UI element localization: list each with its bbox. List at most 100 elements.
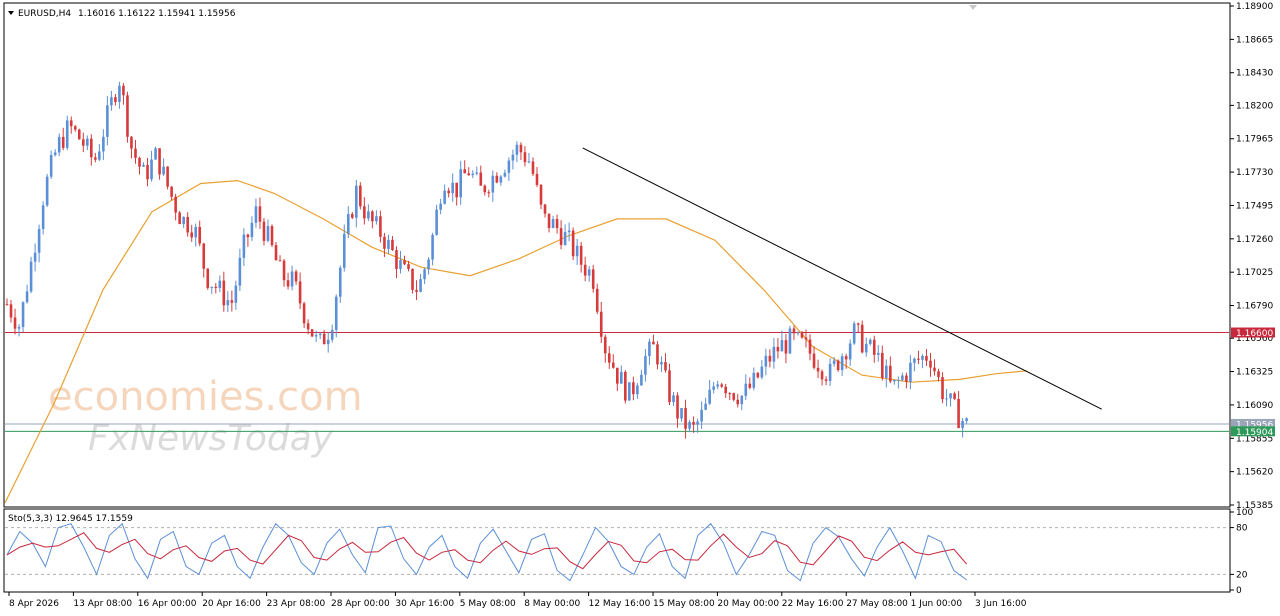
- candle-body: [150, 159, 153, 180]
- watermark-brand: economies.com: [48, 374, 363, 420]
- shift-marker-icon: [969, 5, 977, 10]
- candle-body: [941, 377, 944, 400]
- time-tick-label: 23 Apr 08:00: [267, 599, 326, 609]
- candle-body: [202, 243, 206, 269]
- candle-body: [828, 363, 832, 381]
- candle-body: [230, 300, 234, 303]
- candle-body: [563, 232, 567, 245]
- candle-body: [274, 245, 278, 261]
- candle-body: [595, 288, 599, 312]
- candle-body: [214, 286, 218, 288]
- price-tick-label: 1.16560: [1236, 334, 1273, 344]
- candle-body: [660, 362, 663, 365]
- candle-body: [792, 328, 796, 334]
- price-tick-label: 1.18200: [1236, 101, 1273, 111]
- chevron-down-icon[interactable]: [8, 11, 14, 15]
- candle-body: [379, 216, 382, 237]
- candle-body: [411, 268, 414, 290]
- candle-body: [965, 418, 968, 421]
- candle-body: [443, 190, 446, 204]
- candle-body: [836, 360, 840, 371]
- candle-body: [555, 218, 559, 229]
- candle-body: [49, 154, 53, 177]
- candle-body: [788, 328, 792, 354]
- candle-body: [624, 371, 627, 401]
- candle-body: [431, 234, 434, 260]
- price-tick-label: 1.16090: [1236, 401, 1273, 411]
- candle-body: [314, 335, 318, 337]
- candle-body: [712, 386, 715, 390]
- candle-body: [820, 371, 824, 380]
- stoch-panel-frame: [3, 508, 1231, 593]
- candle-body: [708, 389, 711, 404]
- candle-body: [174, 196, 177, 213]
- candle-body: [816, 367, 820, 372]
- candle-body: [423, 269, 426, 280]
- candle-body: [467, 173, 471, 176]
- time-tick-label: 1 Jun 00:00: [911, 599, 963, 609]
- candle-body: [318, 333, 322, 336]
- candle-body: [652, 341, 655, 345]
- stoch-label: Sto(5,3,3) 12.9645 17.1559: [8, 514, 133, 524]
- candle-body: [463, 169, 467, 174]
- candle-body: [644, 356, 647, 375]
- time-tick-label: 13 Apr 08:00: [73, 599, 132, 609]
- candle-body: [929, 360, 932, 368]
- candle-body: [591, 269, 595, 289]
- price-tick-label: 1.17965: [1236, 135, 1273, 145]
- time-axis: 8 Apr 2026 13 Apr 08:00 16 Apr 00:00 20 Apr…: [8, 592, 1027, 609]
- ohlc-values: 1.16016 1.16122 1.15941 1.15956: [78, 9, 236, 19]
- candle-body: [278, 260, 282, 262]
- candle-body: [427, 259, 430, 270]
- candle-body: [106, 105, 109, 137]
- stochastic-lines: [6, 522, 967, 582]
- candle-body: [45, 176, 49, 206]
- candle-body: [218, 280, 222, 288]
- candle-body: [198, 227, 202, 244]
- candle-body: [664, 362, 667, 371]
- candle-body: [949, 393, 952, 399]
- watermark-sub: FxNewsToday: [88, 418, 334, 459]
- candle-body: [118, 85, 121, 102]
- candle-body: [5, 304, 9, 306]
- time-tick-label: 5 May 08:00: [460, 599, 516, 609]
- stoch-axis: 100 80 20 0: [5, 508, 1253, 596]
- candle-body: [668, 370, 671, 403]
- candle-body: [447, 190, 450, 194]
- current-price-tag-label: 1.15956: [1236, 420, 1273, 430]
- candle-body: [90, 138, 93, 158]
- current-price-tag-bg: [1231, 418, 1275, 429]
- candle-body: [330, 329, 334, 340]
- candle-body: [515, 144, 519, 155]
- candle-body: [25, 291, 29, 303]
- candle-body: [864, 343, 868, 353]
- candle-body: [94, 157, 97, 160]
- candle-body: [897, 379, 900, 381]
- candle-body: [571, 230, 575, 257]
- candle-body: [901, 375, 904, 380]
- candle-body: [238, 257, 242, 286]
- horizontal-levels: [5, 332, 1229, 432]
- candle-body: [266, 226, 270, 241]
- candle-body: [471, 173, 475, 176]
- candle-body: [764, 355, 768, 367]
- candle-body: [575, 245, 579, 257]
- candle-body: [367, 211, 370, 219]
- stoch-signal-line: [6, 532, 967, 570]
- time-tick-label: 3 Jun 16:00: [975, 599, 1027, 609]
- candle-body: [724, 386, 728, 394]
- candle-body: [740, 395, 744, 405]
- resistance-tag-bg: [1231, 327, 1275, 338]
- candle-body: [182, 217, 185, 225]
- candle-body: [499, 176, 503, 183]
- candle-body: [77, 129, 81, 140]
- candle-body: [868, 339, 872, 344]
- candle-body: [130, 136, 133, 149]
- time-tick-label: 20 Apr 16:00: [202, 599, 261, 609]
- trendline[interactable]: [582, 147, 1102, 410]
- candle-body: [41, 205, 45, 230]
- candle-body: [270, 226, 274, 246]
- candle-body: [459, 169, 463, 198]
- candle-body: [419, 279, 422, 292]
